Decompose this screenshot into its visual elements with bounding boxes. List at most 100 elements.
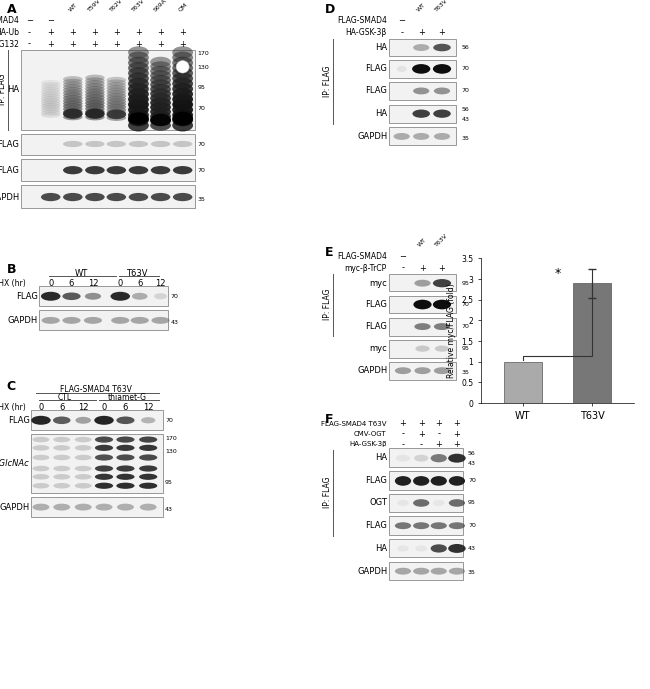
Ellipse shape [63,111,83,118]
FancyBboxPatch shape [389,60,456,78]
Text: +: + [113,39,120,49]
Text: +: + [439,263,445,273]
Ellipse shape [85,92,105,98]
Text: -: - [28,28,31,37]
Text: MG132: MG132 [0,39,20,49]
Text: FLAG-SMAD4: FLAG-SMAD4 [337,251,387,261]
Ellipse shape [95,437,113,443]
Text: 95: 95 [462,280,469,286]
Ellipse shape [128,67,149,79]
Ellipse shape [107,82,126,88]
Text: thiamet-G: thiamet-G [107,393,146,402]
Ellipse shape [172,78,193,90]
Ellipse shape [129,166,148,174]
Text: 0: 0 [38,402,44,412]
Ellipse shape [53,445,70,451]
Text: 35: 35 [468,570,476,575]
Ellipse shape [63,98,83,104]
Ellipse shape [41,92,60,97]
FancyBboxPatch shape [389,448,463,467]
Ellipse shape [75,474,92,480]
Ellipse shape [85,193,105,201]
Ellipse shape [128,114,149,126]
Text: +: + [454,440,460,449]
Text: 43: 43 [462,117,469,123]
Ellipse shape [132,293,148,300]
FancyBboxPatch shape [21,50,195,130]
Ellipse shape [173,193,192,201]
Ellipse shape [128,78,149,90]
Ellipse shape [128,103,149,116]
Ellipse shape [150,97,171,108]
Text: GAPDH: GAPDH [357,132,387,141]
Ellipse shape [413,522,429,529]
Ellipse shape [107,79,126,86]
Ellipse shape [41,99,60,104]
Ellipse shape [116,466,135,471]
Ellipse shape [413,476,429,486]
Ellipse shape [63,81,83,88]
Ellipse shape [414,455,428,462]
Text: FLAG-SMAD4 T63V: FLAG-SMAD4 T63V [321,421,387,426]
Ellipse shape [32,504,49,511]
Ellipse shape [131,317,149,324]
Ellipse shape [85,166,105,174]
Text: -: - [400,28,403,37]
Text: 12: 12 [78,402,88,412]
Ellipse shape [107,85,126,91]
FancyBboxPatch shape [21,185,195,208]
Text: +: + [436,440,442,449]
Ellipse shape [116,416,135,424]
Text: +: + [179,39,186,49]
Text: S69A: S69A [153,0,168,12]
Text: 43: 43 [468,546,476,551]
Ellipse shape [116,482,135,489]
Ellipse shape [107,104,126,110]
Text: 35: 35 [462,370,469,376]
Ellipse shape [415,546,427,551]
Ellipse shape [151,317,170,324]
Text: 0: 0 [48,278,53,288]
Ellipse shape [413,44,429,51]
Ellipse shape [413,499,429,507]
FancyBboxPatch shape [31,497,162,517]
Ellipse shape [172,99,193,111]
Ellipse shape [172,56,193,69]
Ellipse shape [128,99,149,111]
Ellipse shape [431,568,447,575]
Ellipse shape [128,56,149,69]
Ellipse shape [107,76,126,83]
Text: OGT: OGT [369,498,387,508]
Ellipse shape [41,85,60,90]
Ellipse shape [107,193,126,201]
Ellipse shape [395,476,411,486]
Text: O-GlcNAc: O-GlcNAc [0,458,30,468]
Ellipse shape [397,500,409,506]
FancyBboxPatch shape [389,296,456,313]
Ellipse shape [150,102,171,112]
Text: CHX (hr): CHX (hr) [0,402,26,412]
Ellipse shape [32,483,49,489]
Ellipse shape [151,193,170,201]
Ellipse shape [413,133,429,140]
Ellipse shape [395,367,411,374]
Text: FLAG: FLAG [365,86,387,96]
Ellipse shape [85,114,105,121]
Ellipse shape [85,80,105,87]
Ellipse shape [41,107,60,113]
Text: -: - [402,263,404,273]
Ellipse shape [75,417,91,424]
Text: +: + [419,263,426,273]
Ellipse shape [107,93,126,99]
Text: −: − [400,251,406,261]
Ellipse shape [151,141,170,147]
Ellipse shape [150,61,171,72]
Ellipse shape [107,96,126,102]
FancyBboxPatch shape [389,39,456,56]
Ellipse shape [433,64,451,74]
Text: 130: 130 [198,65,209,70]
Text: -: - [420,440,423,449]
Ellipse shape [63,79,83,85]
Text: +: + [418,28,424,37]
FancyBboxPatch shape [389,562,463,580]
